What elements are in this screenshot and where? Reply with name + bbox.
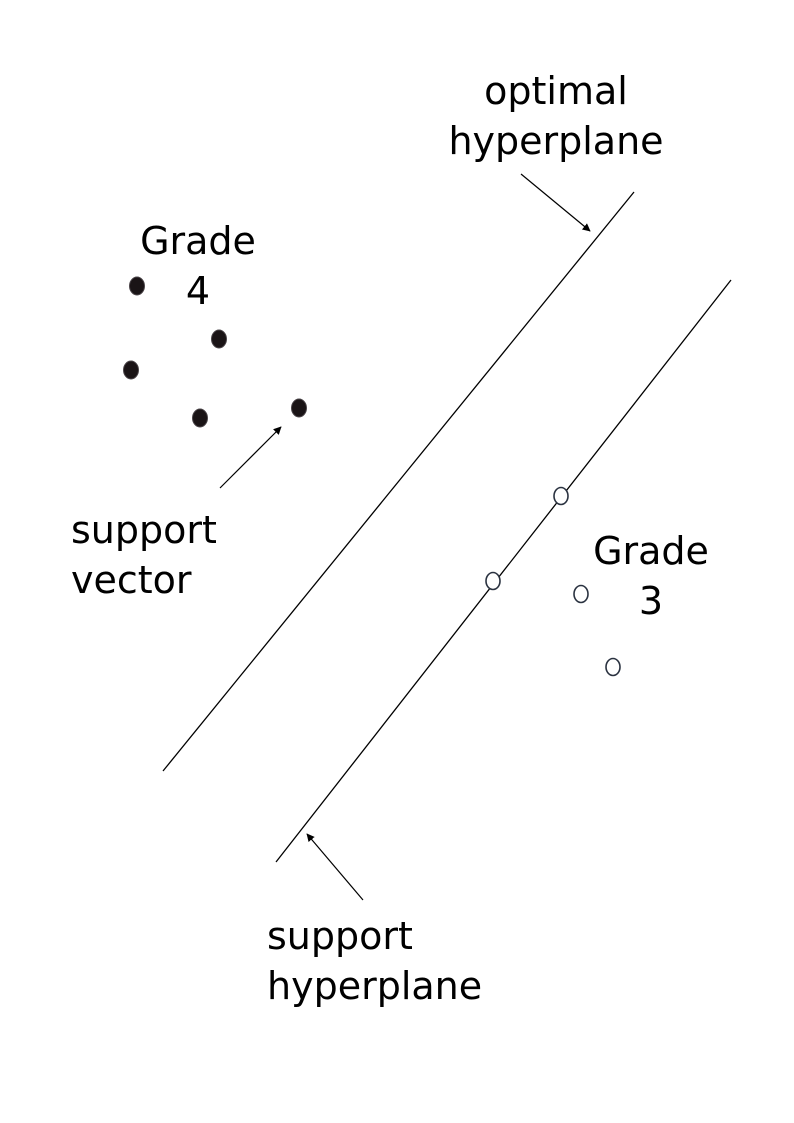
grade-3-label-line1: Grade (593, 529, 709, 573)
grade-3-point (605, 657, 621, 677)
optimal-hyperplane-arrow (520, 173, 591, 232)
support-hyperplane-label: support hyperplane (267, 911, 482, 1011)
grade-4-point (129, 276, 145, 296)
grade-3-label: Grade 3 (585, 526, 717, 626)
optimal-hyperplane-label-line1: optimal (484, 69, 628, 113)
support-vector-arrow (219, 426, 282, 489)
grade-3-point (573, 584, 589, 604)
support-hyperplane-label-line2: hyperplane (267, 964, 483, 1008)
grade-3-support-vector-point (553, 486, 569, 506)
grade-4-label: Grade 4 (130, 216, 266, 316)
optimal-hyperplane-line (162, 191, 635, 772)
support-hyperplane-label-line1: support (267, 914, 413, 958)
grade-4-point (123, 360, 139, 380)
optimal-hyperplane-label-line2: hyperplane (448, 119, 664, 163)
grade-4-point (192, 408, 208, 428)
support-vector-label-line2: vector (71, 558, 192, 602)
optimal-hyperplane-label: optimal hyperplane (440, 66, 672, 166)
grade-4-label-line2: 4 (185, 269, 211, 313)
support-vector-label-line1: support (71, 508, 217, 552)
grade-4-point (211, 329, 227, 349)
grade-4-label-line1: Grade (140, 219, 256, 263)
grade-4-points (123, 276, 307, 428)
grade-3-label-line2: 3 (638, 579, 664, 623)
grade-3-support-vector-point (485, 571, 501, 591)
grade-4-support-vector-point (291, 398, 307, 418)
support-hyperplane-line (275, 279, 732, 863)
grade-3-points (485, 486, 621, 677)
support-hyperplane-arrow (306, 833, 364, 901)
support-vector-label: support vector (71, 505, 217, 605)
